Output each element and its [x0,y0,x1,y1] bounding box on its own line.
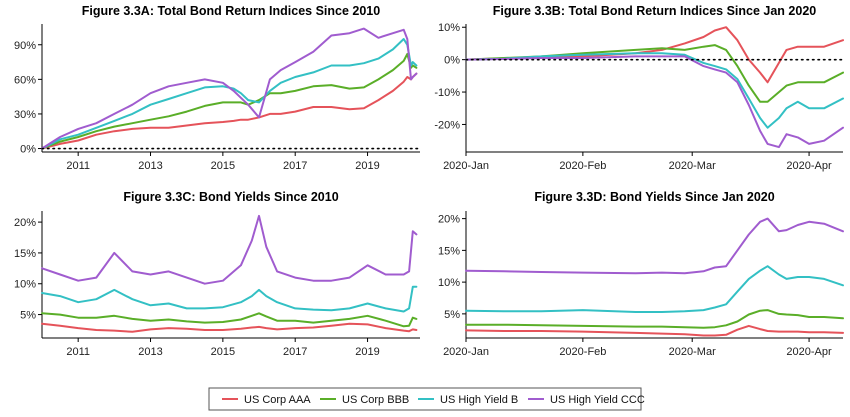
panel-c-title: Figure 3.3C: Bond Yields Since 2010 [123,190,338,204]
panel-c-x-tick-label: 2015 [211,346,235,358]
panel-d-x-tick-label: 2020-Feb [559,346,606,358]
panel-b-x-tick-label: 2020-Jan [443,160,489,172]
panel-d-title: Figure 3.3D: Bond Yields Since Jan 2020 [534,190,774,204]
panel-c-yields-since-2010: Figure 3.3C: Bond Yields Since 2010 5% 10%… [14,190,420,358]
panel-c-x-tick-label: 2019 [355,346,379,358]
panel-a-y-tick-label: 90% [14,40,36,52]
panel-b-y-tick-label: -10% [434,87,460,99]
panel-a-y-tick-label: 60% [14,74,36,86]
panel-a-x-tick-label: 2011 [66,160,90,172]
panel-a-x-tick-label: 2019 [355,160,379,172]
panel-d-x-tick-label: 2020-Jan [443,346,489,358]
panel-a-series-bbb [41,53,418,150]
panel-b-y-tick-label: 0% [444,55,460,67]
panel-b-series-aaa [465,26,844,84]
panel-c-series-ccc [41,214,418,285]
panel-d-series-ccc [465,217,844,275]
panel-b-series-hyb [465,52,844,129]
panel-c-y-tick-label: 5% [20,310,36,322]
panel-b-total-return-since-jan-2020: Figure 3.3B: Total Bond Return Indices S… [434,4,844,172]
panel-c-series-hyb [41,285,418,313]
legend-item-aaa: US Corp AAA [222,394,311,406]
panel-a-series-ccc [41,27,418,150]
panel-b-series-ccc [465,55,844,149]
panel-d-y-tick-label: 5% [444,309,460,321]
panel-d-yields-since-jan-2020: Figure 3.3D: Bond Yields Since Jan 2020 5… [438,190,844,358]
panel-a-x-tick-label: 2013 [138,160,162,172]
panel-c-x-tick-label: 2013 [138,346,162,358]
panel-d-series-bbb [465,309,844,329]
panel-b-x-tick-label: 2020-Mar [669,160,716,172]
panel-c-series-bbb [41,312,418,328]
panel-a-y-tick-label: 0% [20,144,36,156]
legend-item-bbb: US Corp BBB [320,394,409,406]
panel-c-x-tick-label: 2017 [283,346,307,358]
legend: US Corp AAA US Corp BBB US High Yield B … [208,387,645,411]
panel-b-series-bbb [465,44,844,103]
panel-a-x-tick-label: 2015 [211,160,235,172]
panel-c-y-tick-label: 15% [14,248,36,260]
panel-b-title: Figure 3.3B: Total Bond Return Indices S… [493,4,817,18]
panel-b-x-tick-label: 2020-Feb [559,160,606,172]
panel-b-x-tick-label: 2020-Apr [786,160,832,172]
panel-c-y-tick-label: 10% [14,279,36,291]
legend-item-hyb: US High Yield B [418,394,518,406]
panel-c-x-tick-label: 2011 [66,346,90,358]
panel-d-series-aaa [465,324,844,337]
panel-a-total-return-since-2010: Figure 3.3A: Total Bond Return Indices S… [14,4,421,172]
panel-a-y-tick-label: 30% [14,109,36,121]
panel-c-series-aaa [41,322,418,333]
legend-label-bbb: US Corp BBB [342,394,409,406]
panel-d-series-hyb [465,265,844,313]
panel-d-y-tick-label: 10% [438,277,460,289]
panel-c-y-tick-label: 20% [14,217,36,229]
legend-item-ccc: US High Yield CCC [528,394,645,406]
legend-label-aaa: US Corp AAA [244,394,311,406]
panel-d-x-tick-label: 2020-Apr [786,346,832,358]
panel-b-y-tick-label: -20% [434,119,460,131]
legend-label-ccc: US High Yield CCC [550,394,645,406]
panel-d-x-tick-label: 2020-Mar [669,346,716,358]
panel-a-series-hyb [41,38,418,150]
legend-label-hyb: US High Yield B [440,394,518,406]
panel-b-y-tick-label: 10% [438,22,460,34]
panel-d-y-tick-label: 15% [438,245,460,257]
panel-d-y-tick-label: 20% [438,214,460,226]
panel-a-x-tick-label: 2017 [283,160,307,172]
panel-a-title: Figure 3.3A: Total Bond Return Indices S… [82,4,380,18]
